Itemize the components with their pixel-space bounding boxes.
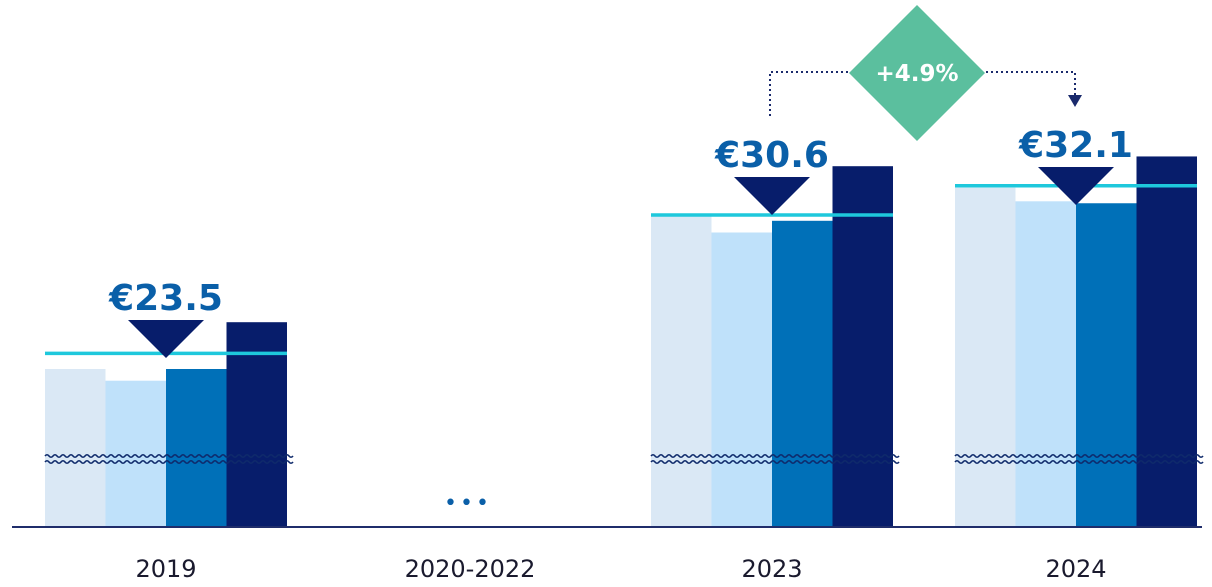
bar-2024-4 <box>1136 156 1197 527</box>
value-label-2019: €23.5 <box>108 278 223 319</box>
bar-2023-4 <box>832 166 893 527</box>
change-label: +4.9% <box>875 61 958 87</box>
gap-marker: ••• <box>444 491 492 516</box>
bar-2023-2 <box>711 232 772 527</box>
bar-2023-1 <box>651 214 712 527</box>
axis-break-2024-1 <box>954 453 1204 459</box>
axis-break-2024-2 <box>954 459 1204 465</box>
category-label-2023: 2023 <box>741 555 802 583</box>
change-annotation: +4.9% <box>769 5 1082 141</box>
axis-break-2023-1 <box>650 453 900 459</box>
value-label-2024: €32.1 <box>1018 125 1133 166</box>
bar-2024-3 <box>1076 203 1137 527</box>
category-labels-layer: 2019 2020-2022 2023 2024 <box>135 555 1106 583</box>
value-labels-layer: €23.5 €30.6 €32.1 <box>108 125 1133 358</box>
axis-break-layer <box>44 453 1204 465</box>
axis-break-2019-1 <box>44 453 294 459</box>
category-label-2019: 2019 <box>135 555 196 583</box>
category-label-2024: 2024 <box>1045 555 1106 583</box>
axis-break-2019-2 <box>44 459 294 465</box>
value-pointer-2024 <box>1038 167 1114 205</box>
bars-layer <box>45 156 1197 528</box>
bar-2024-1 <box>955 187 1016 527</box>
value-pointer-2019 <box>128 320 204 358</box>
change-arrowhead <box>1068 95 1082 107</box>
category-label-2020-2022: 2020-2022 <box>405 555 536 583</box>
bar-2019-2 <box>105 380 166 527</box>
value-pointer-2023 <box>734 177 810 215</box>
bar-2023-3 <box>772 220 833 528</box>
bar-2019-1 <box>45 369 106 527</box>
value-label-2023: €30.6 <box>714 135 829 176</box>
bar-2024-2 <box>1015 201 1076 528</box>
axis-break-2023-2 <box>650 459 900 465</box>
bar-2019-4 <box>226 322 287 527</box>
bar-2019-3 <box>166 369 227 527</box>
change-diamond <box>849 5 985 141</box>
